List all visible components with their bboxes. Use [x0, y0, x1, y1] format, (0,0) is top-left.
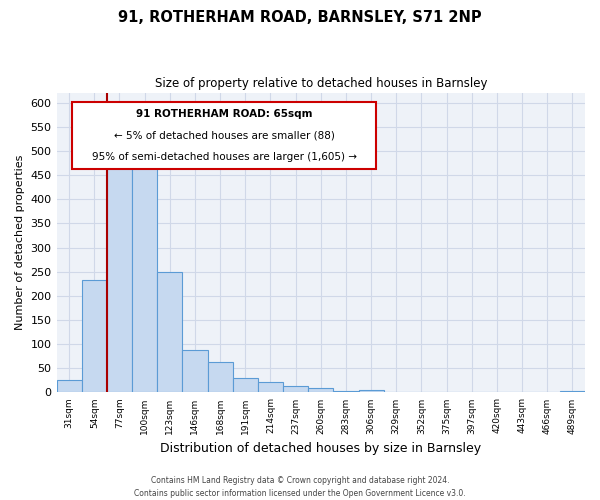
- Bar: [258, 382, 283, 392]
- Bar: [157, 272, 182, 392]
- Bar: [182, 350, 208, 393]
- Title: Size of property relative to detached houses in Barnsley: Size of property relative to detached ho…: [155, 78, 487, 90]
- Text: ← 5% of detached houses are smaller (88): ← 5% of detached houses are smaller (88): [114, 130, 335, 140]
- Bar: [82, 280, 107, 392]
- Bar: [132, 166, 157, 392]
- FancyBboxPatch shape: [73, 102, 376, 170]
- Bar: [208, 362, 233, 392]
- Bar: [107, 156, 132, 392]
- Bar: [233, 378, 258, 392]
- Text: 91 ROTHERHAM ROAD: 65sqm: 91 ROTHERHAM ROAD: 65sqm: [136, 109, 313, 119]
- Text: 91, ROTHERHAM ROAD, BARNSLEY, S71 2NP: 91, ROTHERHAM ROAD, BARNSLEY, S71 2NP: [118, 10, 482, 25]
- Bar: [560, 391, 585, 392]
- Bar: [283, 386, 308, 392]
- Text: Contains HM Land Registry data © Crown copyright and database right 2024.
Contai: Contains HM Land Registry data © Crown c…: [134, 476, 466, 498]
- Text: 95% of semi-detached houses are larger (1,605) →: 95% of semi-detached houses are larger (…: [92, 152, 357, 162]
- Bar: [56, 380, 82, 392]
- X-axis label: Distribution of detached houses by size in Barnsley: Distribution of detached houses by size …: [160, 442, 481, 455]
- Y-axis label: Number of detached properties: Number of detached properties: [15, 155, 25, 330]
- Bar: [359, 390, 383, 392]
- Bar: [308, 388, 334, 392]
